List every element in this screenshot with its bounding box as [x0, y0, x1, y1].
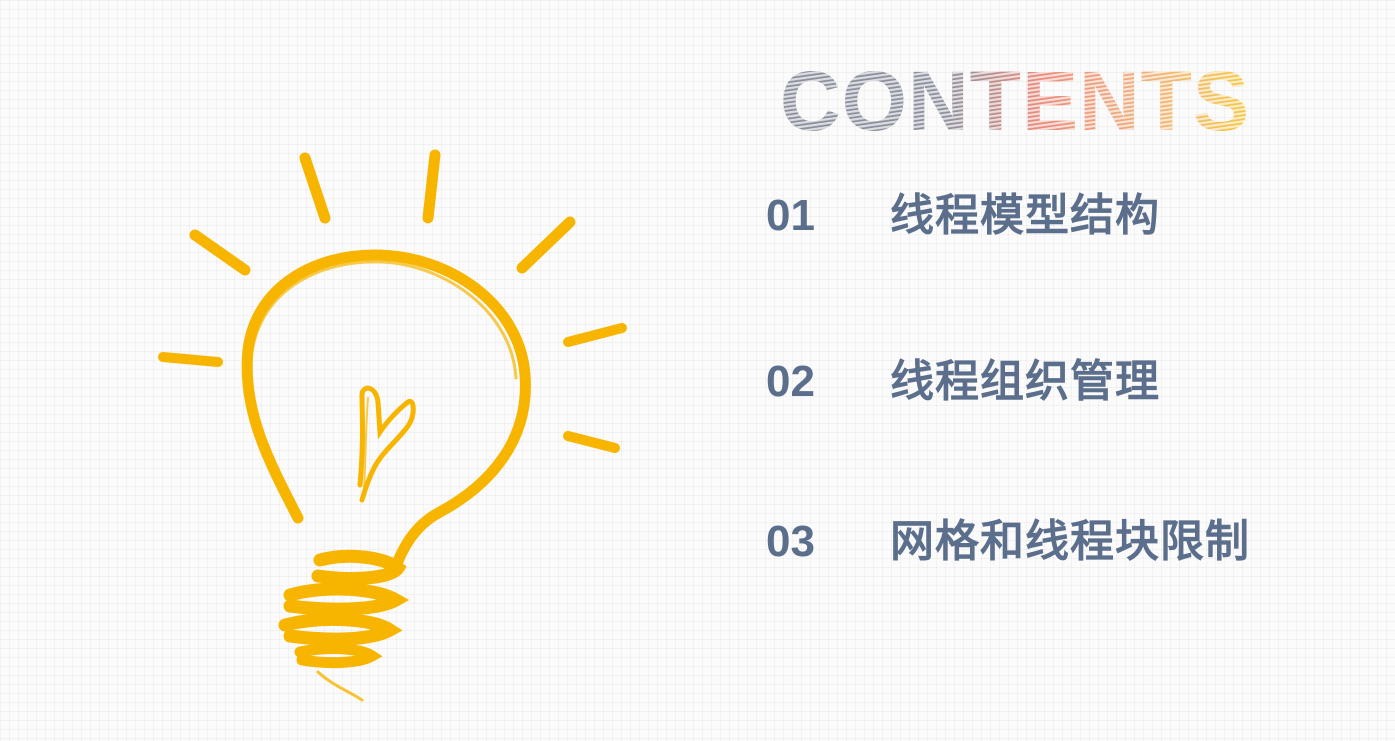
bulb-ray [299, 152, 331, 224]
svg-text:CONTENTS: CONTENTS [780, 54, 1250, 142]
item-label: 线程组织管理 [890, 356, 1160, 407]
bulb-base [311, 549, 407, 585]
contents-title: CONTENTS CONTENTS [780, 54, 1250, 142]
svg-text:CONTENTS: CONTENTS [780, 54, 1250, 142]
bulb-ray [516, 216, 576, 274]
contents-item-2: 02 线程组织管理 [766, 352, 1326, 412]
item-label: 线程模型结构 [890, 190, 1160, 241]
bulb-filament [357, 385, 416, 503]
bulb-ray [158, 352, 223, 367]
item-number: 02 [766, 357, 815, 406]
bulb-ray [422, 149, 441, 224]
bulb-outline [241, 249, 531, 578]
lightbulb-icon [158, 149, 627, 702]
contents-item-1: 01 线程模型结构 [766, 186, 1326, 246]
bulb-ray [563, 323, 627, 347]
item-label: 网格和线程块限制 [890, 516, 1250, 567]
item-number: 03 [766, 517, 815, 566]
bulb-ray [563, 431, 620, 453]
bulb-ray [189, 229, 251, 276]
contents-item-3: 03 网格和线程块限制 [766, 512, 1326, 572]
item-number: 01 [766, 191, 815, 240]
